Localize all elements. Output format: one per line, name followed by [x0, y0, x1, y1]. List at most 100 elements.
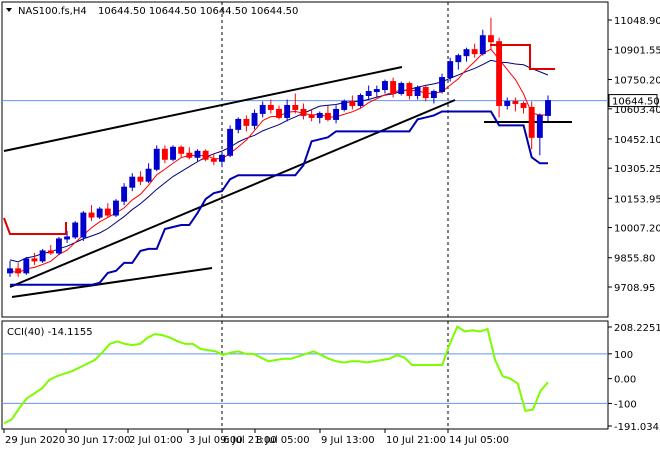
- candle[interactable]: [504, 97, 511, 110]
- candle[interactable]: [430, 89, 437, 104]
- ma-slow-line: [9, 59, 549, 263]
- candle[interactable]: [96, 207, 103, 220]
- cci-tick-label: 100: [614, 350, 633, 361]
- stop-lines: [3, 44, 555, 235]
- candle[interactable]: [382, 79, 388, 94]
- candle[interactable]: [357, 93, 364, 108]
- candle[interactable]: [300, 103, 307, 120]
- candle[interactable]: [536, 113, 543, 156]
- candle[interactable]: [414, 85, 421, 100]
- price-tick-label: 10901.55: [614, 45, 660, 56]
- candle[interactable]: [31, 252, 38, 265]
- candle[interactable]: [276, 105, 282, 120]
- candle[interactable]: [88, 205, 95, 222]
- price-tick-label: 10007.20: [614, 224, 660, 235]
- candle[interactable]: [80, 211, 87, 241]
- candle[interactable]: [373, 85, 380, 98]
- candle[interactable]: [390, 77, 397, 98]
- candle[interactable]: [227, 125, 234, 158]
- price-tick-label: 9855.80: [614, 254, 655, 265]
- time-label: 10 Jul 21:00: [386, 435, 446, 446]
- candle[interactable]: [267, 99, 274, 114]
- candle[interactable]: [178, 145, 185, 158]
- candle[interactable]: [398, 81, 405, 96]
- price-tick-label: 10750.20: [614, 76, 660, 87]
- candlesticks[interactable]: [7, 17, 551, 277]
- candle[interactable]: [121, 183, 128, 206]
- candle[interactable]: [479, 29, 486, 56]
- time-axis: 29 Jun 2020 30 Jun 17:002 Jul 01:00 3 Jul …: [3, 429, 509, 446]
- candle[interactable]: [153, 145, 160, 172]
- price-tick-label: 9708.95: [614, 283, 655, 294]
- candle[interactable]: [202, 149, 209, 162]
- lower-trendline[interactable]: [11, 267, 213, 298]
- candle[interactable]: [39, 248, 46, 263]
- candle[interactable]: [284, 99, 291, 122]
- candle[interactable]: [218, 153, 225, 168]
- cci-line: [3, 325, 549, 425]
- cci-grid-vertical: [221, 321, 449, 429]
- candle[interactable]: [528, 101, 535, 150]
- candle[interactable]: [520, 101, 527, 114]
- candle[interactable]: [243, 115, 250, 132]
- candle[interactable]: [104, 203, 111, 218]
- candle[interactable]: [72, 221, 79, 239]
- candle[interactable]: [341, 99, 348, 112]
- current-price-badge: 10644.50: [608, 94, 660, 108]
- candle[interactable]: [455, 53, 462, 70]
- candle[interactable]: [129, 173, 136, 192]
- candle[interactable]: [170, 145, 176, 162]
- candle[interactable]: [471, 43, 478, 58]
- cci-panel[interactable]: CCI(40) -14.1155 208.2251 100 0.00 -100 -191…: [1, 320, 660, 433]
- candle[interactable]: [496, 37, 503, 118]
- candle[interactable]: [365, 85, 372, 100]
- price-tick-label: 10603.40: [614, 105, 660, 116]
- chart-header: NAS100.fs,H4 10644.50 10644.50 10644.50 …: [6, 6, 298, 17]
- candle[interactable]: [545, 95, 551, 122]
- candle[interactable]: [23, 256, 30, 275]
- symbol-label: NAS100.fs,H4: [18, 6, 87, 17]
- current-price-label: 10644.50: [612, 97, 660, 108]
- candle[interactable]: [292, 93, 299, 114]
- candle[interactable]: [55, 236, 62, 255]
- candle[interactable]: [15, 262, 22, 277]
- candle[interactable]: [259, 101, 266, 118]
- cci-tick-label: -100: [614, 399, 637, 410]
- price-panel[interactable]: 11048.90 10901.55 10750.20 10603.40 10452.10…: [1, 1, 660, 318]
- cci-scale: 208.2251 100 0.00 -100 -191.0345: [608, 323, 660, 433]
- candle[interactable]: [137, 171, 144, 186]
- candle[interactable]: [194, 149, 201, 162]
- candle[interactable]: [333, 105, 340, 124]
- candle[interactable]: [145, 163, 152, 184]
- stop-line-right: [490, 44, 555, 70]
- cci-tick-label: -191.0345: [614, 422, 660, 433]
- candle[interactable]: [47, 244, 54, 255]
- candle[interactable]: [439, 73, 445, 94]
- cci-panel-frame: [1, 320, 609, 430]
- candle[interactable]: [113, 199, 119, 218]
- time-label: 2 Jul 01:00: [129, 435, 183, 446]
- upper-trendline[interactable]: [3, 66, 403, 152]
- candle[interactable]: [161, 145, 168, 164]
- time-label: 9 Jul 13:00: [321, 435, 375, 446]
- candle[interactable]: [308, 109, 315, 122]
- time-label: 29 Jun 2020: [5, 435, 65, 446]
- candle[interactable]: [447, 57, 454, 82]
- candle[interactable]: [463, 47, 470, 62]
- candle[interactable]: [7, 260, 13, 277]
- candle[interactable]: [422, 85, 429, 102]
- chevron-down-icon[interactable]: [6, 8, 12, 12]
- candle[interactable]: [186, 147, 193, 160]
- candle[interactable]: [64, 230, 71, 243]
- candle[interactable]: [210, 153, 217, 166]
- time-label: 30 Jun 17:00: [67, 435, 131, 446]
- candle[interactable]: [235, 117, 242, 134]
- candle[interactable]: [406, 81, 413, 100]
- candle[interactable]: [349, 95, 356, 110]
- candle[interactable]: [251, 109, 258, 130]
- candle[interactable]: [316, 111, 323, 124]
- price-tick-label: 10153.95: [614, 194, 660, 205]
- candle[interactable]: [324, 105, 331, 122]
- candle[interactable]: [512, 97, 519, 112]
